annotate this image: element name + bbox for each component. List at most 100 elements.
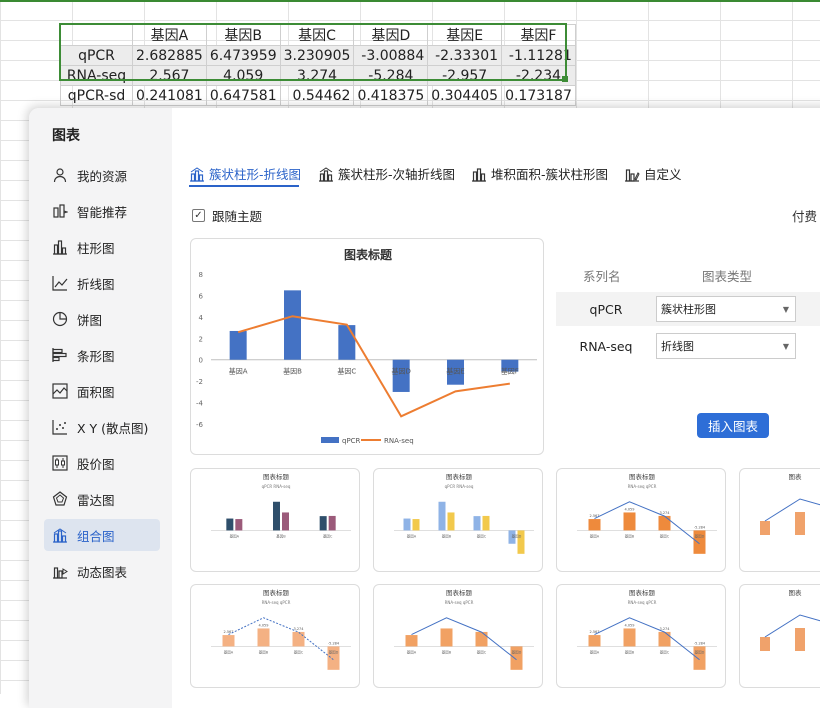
data-cell[interactable]: -5.284 xyxy=(353,65,429,86)
data-cell[interactable]: 4.059 xyxy=(205,65,281,86)
chart-template-thumbnail[interactable]: 图表 xyxy=(739,584,820,688)
data-cell[interactable]: -1.11281 xyxy=(501,45,576,66)
thumbnail-legend: qPCR RNA-seq xyxy=(445,484,474,489)
sidebar-item-radar[interactable]: 雷达图 xyxy=(44,483,160,515)
series-row: qPCR 簇状柱形图 ▼ xyxy=(556,292,820,326)
chart-template-thumbnail[interactable]: 图表 xyxy=(739,468,820,572)
sidebar-item-hbar[interactable]: 条形图 xyxy=(44,339,160,371)
sidebar-item-label: 组合图 xyxy=(77,528,115,544)
insert-chart-button[interactable]: 插入图表 xyxy=(697,413,769,438)
row-label[interactable]: qPCR xyxy=(60,45,133,66)
sheet-top-border xyxy=(0,0,820,4)
data-table[interactable]: 基因A 基因B 基因C 基因D 基因E 基因F qPCR 2.682885 6.… xyxy=(60,24,576,106)
thumb-x-label: 基因C xyxy=(660,533,670,538)
header-cell[interactable]: 基因D xyxy=(353,24,429,46)
table-row: qPCR-sd 0.241081 0.647581 0.54462 0.4183… xyxy=(60,85,576,106)
sidebar-item-my-resources[interactable]: 我的资源 xyxy=(44,159,160,191)
tab-label: 堆积面积-簇状柱形图 xyxy=(491,167,609,182)
chart-dialog: 图表 我的资源 智能推荐 柱形图 折线图 饼图 条形图 面积图 xyxy=(29,108,820,708)
bar-qpcr xyxy=(338,325,356,360)
preview-chart-svg: 图表标题 8 6 4 2 0 -2 -4 -6 基因A 基因B 基因C 基因D 基因E 基因F qPCR RNA… xyxy=(196,247,537,445)
thumb-bar xyxy=(508,530,516,544)
series-type-select[interactable]: 折线图 ▼ xyxy=(656,333,796,359)
sidebar-item-bar[interactable]: 柱形图 xyxy=(44,231,160,263)
data-cell[interactable]: 0.54462 xyxy=(279,85,355,106)
thumb-bar xyxy=(235,519,243,531)
sidebar-item-stock[interactable]: 股价图 xyxy=(44,447,160,479)
y-tick-label: -2 xyxy=(196,378,203,386)
chart-template-thumbnail[interactable]: 图表标题 RNA-seq qPCR 基因A 基因B 基因C 基因D xyxy=(373,584,543,688)
header-cell[interactable]: 基因B xyxy=(205,24,281,46)
row-label[interactable]: RNA-seq xyxy=(60,65,133,86)
chart-preview[interactable]: 图表标题 8 6 4 2 0 -2 -4 -6 基因A 基因B 基因C 基因D 基因E 基因F qPCR RNA… xyxy=(190,238,544,455)
header-cell[interactable]: 基因F xyxy=(501,24,576,46)
sidebar-item-pie[interactable]: 饼图 xyxy=(44,303,160,335)
data-cell[interactable]: 6.473959 xyxy=(205,45,281,66)
fill-handle[interactable] xyxy=(562,76,568,82)
y-tick-label: -4 xyxy=(196,400,204,408)
thumb-bar xyxy=(319,516,327,531)
dynamic-chart-icon xyxy=(52,563,68,579)
thumb-x-label: 基因A xyxy=(590,533,600,538)
y-tick-label: 0 xyxy=(199,357,203,365)
header-row: 基因A 基因B 基因C 基因D 基因E 基因F xyxy=(60,24,576,46)
data-cell[interactable]: 2.567 xyxy=(132,65,207,86)
data-cell[interactable]: 2.682885 xyxy=(132,45,207,66)
chart-template-thumbnail[interactable]: 图表标题 RNA-seq qPCR 基因A 2.567 基因B 4.059 基因C 3.274… xyxy=(190,584,360,688)
tab-custom[interactable]: 自定义 xyxy=(624,164,682,183)
follow-theme-checkbox[interactable]: ✓ 跟随主题 xyxy=(192,206,262,225)
series-type-select[interactable]: 簇状柱形图 ▼ xyxy=(656,296,796,322)
chart-template-thumbnail[interactable]: 图表标题 qPCR RNA-seq 基因A 基因B 基因C xyxy=(190,468,360,572)
sidebar-item-scatter[interactable]: X Y (散点图) xyxy=(44,411,160,443)
chart-template-thumbnail[interactable]: 图表标题 qPCR RNA-seq 基因A 基因B 基因C 基因D xyxy=(373,468,543,572)
data-cell[interactable]: 0.173187 xyxy=(501,85,576,106)
thumb-bar xyxy=(482,515,490,531)
data-cell[interactable]: 3.274 xyxy=(279,65,355,86)
chart-template-thumbnail[interactable]: 图表标题 RNA-seq qPCR 基因A 2.567 基因B 4.059 基因C 3.274… xyxy=(556,468,726,572)
data-cell[interactable]: 0.241081 xyxy=(132,85,207,106)
data-cell[interactable]: -2.33301 xyxy=(427,45,503,66)
corner-cell[interactable] xyxy=(60,24,133,46)
sidebar-item-area[interactable]: 面积图 xyxy=(44,375,160,407)
tab-cluster-bar-secondary-line[interactable]: 簇状柱形-次轴折线图 xyxy=(318,164,455,183)
user-icon xyxy=(52,167,68,183)
thumb-x-label: 基因A xyxy=(590,649,600,654)
sidebar-item-line[interactable]: 折线图 xyxy=(44,267,160,299)
data-cell[interactable]: 0.304405 xyxy=(427,85,503,106)
tab-stacked-area-bar[interactable]: 堆积面积-簇状柱形图 xyxy=(471,164,608,183)
data-cell[interactable]: 3.230905 xyxy=(279,45,355,66)
thumb-x-label: 基因B xyxy=(625,533,635,538)
thumb-x-label: 基因C xyxy=(323,533,333,538)
tab-cluster-bar-line[interactable]: 簇状柱形-折线图 xyxy=(189,164,301,183)
sidebar-item-combo[interactable]: 组合图 xyxy=(44,519,160,551)
thumb-x-label: 基因B xyxy=(442,649,452,654)
combo-chart-icon xyxy=(52,527,68,543)
header-cell[interactable]: 基因E xyxy=(427,24,503,46)
data-cell[interactable]: 0.647581 xyxy=(205,85,281,106)
thumbnail-title: 图表标题 xyxy=(263,472,290,481)
sidebar-item-label: 饼图 xyxy=(77,312,103,328)
header-cell[interactable]: 基因A xyxy=(132,24,207,46)
data-cell[interactable]: -2.957 xyxy=(427,65,503,86)
hbar-chart-icon xyxy=(52,347,68,363)
thumb-bar xyxy=(623,628,636,647)
data-cell[interactable]: 0.418375 xyxy=(353,85,429,106)
legend-label-rna-seq: RNA-seq xyxy=(384,437,414,445)
bar-qpcr xyxy=(447,359,464,385)
sidebar-item-label: 柱形图 xyxy=(77,240,115,256)
sidebar-item-label: 动态图表 xyxy=(77,564,128,580)
row-label[interactable]: qPCR-sd xyxy=(60,85,133,106)
chart-template-thumbnail[interactable]: 图表标题 RNA-seq qPCR 基因A 2.567 基因B 4.059 基因C 3.274… xyxy=(556,584,726,688)
thumb-data-label: 2.567 xyxy=(223,630,233,634)
y-tick-label: 4 xyxy=(199,314,204,322)
sidebar-item-smart[interactable]: 智能推荐 xyxy=(44,195,160,227)
line-chart-icon xyxy=(52,275,68,291)
header-cell[interactable]: 基因C xyxy=(279,24,355,46)
thumb-bar xyxy=(222,635,235,647)
sidebar-item-dynamic[interactable]: 动态图表 xyxy=(44,555,160,587)
thumb-line xyxy=(411,617,517,661)
data-cell[interactable]: -3.00884 xyxy=(353,45,429,66)
pie-chart-icon xyxy=(52,311,68,327)
series-row: RNA-seq 折线图 ▼ xyxy=(556,329,820,363)
paid-label[interactable]: 付费 xyxy=(792,209,818,224)
